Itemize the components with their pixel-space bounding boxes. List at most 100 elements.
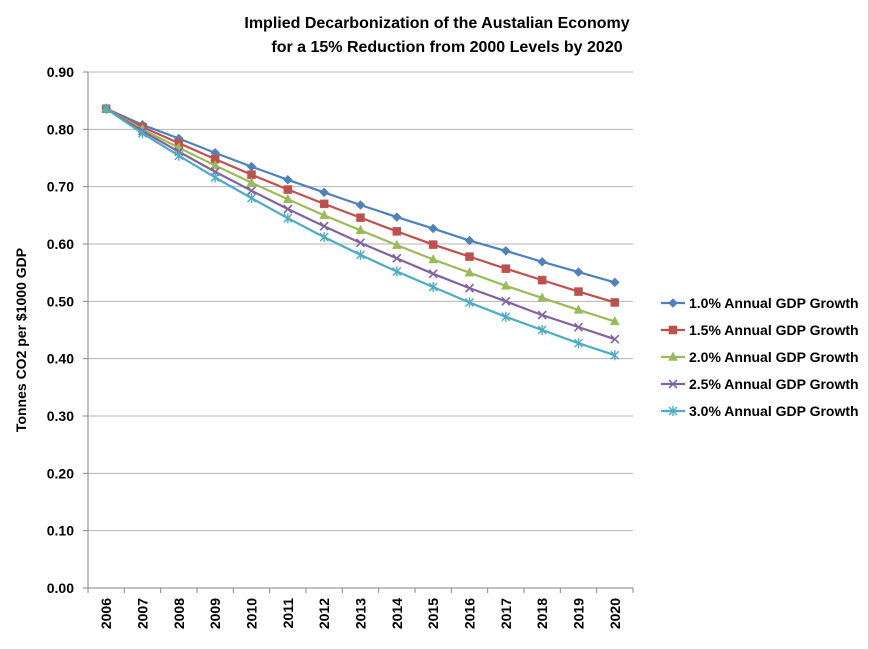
data-point	[609, 315, 620, 326]
data-point	[247, 193, 256, 204]
data-point	[464, 267, 475, 277]
series-lines	[101, 103, 620, 361]
data-point	[573, 267, 584, 277]
y-tick-label: 0.60	[47, 236, 74, 252]
data-point	[537, 275, 547, 285]
data-point	[210, 172, 220, 183]
data-point	[428, 269, 438, 279]
x-tick-label: 2019	[571, 598, 587, 629]
x-tick-label: 2017	[498, 598, 514, 629]
y-tick-label: 0.10	[47, 523, 74, 539]
data-point	[465, 252, 474, 261]
data-point	[210, 159, 221, 170]
legend-label: 3.0% Annual GDP Growth	[689, 403, 859, 419]
data-point	[428, 253, 439, 264]
data-point	[500, 246, 511, 256]
x-tick-label: 2007	[135, 598, 151, 629]
x-tick-label: 2010	[244, 598, 260, 629]
y-tick-label: 0.50	[47, 293, 74, 309]
data-point	[246, 186, 257, 196]
x-tick-labels: 2006 2007 2008 2009 2010 2011 2012 2013 2014 2015…	[98, 598, 623, 629]
x-tick-label: 2020	[607, 598, 623, 629]
data-point	[537, 292, 548, 302]
data-point	[246, 161, 257, 172]
data-point	[101, 103, 111, 114]
data-point	[391, 212, 402, 222]
data-point	[428, 282, 438, 292]
y-tick-label: 0.20	[47, 465, 74, 481]
series-4	[101, 104, 620, 344]
x-tick-label: 2015	[425, 598, 441, 629]
data-point	[356, 213, 365, 222]
legend-label: 2.0% Annual GDP Growth	[689, 349, 859, 365]
data-point	[537, 256, 548, 267]
legend-item-3: 2.0% Annual GDP Growth	[661, 349, 859, 365]
data-point	[573, 304, 584, 314]
data-point	[428, 240, 438, 249]
data-point	[319, 232, 329, 243]
data-point	[501, 296, 511, 306]
data-point	[355, 224, 366, 234]
axes	[83, 71, 634, 593]
x-tick-label: 2013	[353, 598, 369, 629]
data-point	[356, 249, 365, 260]
data-point	[537, 310, 547, 320]
legend-marker	[668, 298, 678, 308]
data-point	[610, 298, 620, 307]
legend-label: 1.0% Annual GDP Growth	[689, 295, 859, 311]
data-point	[392, 266, 402, 277]
data-point	[392, 253, 402, 263]
data-point	[392, 227, 402, 236]
data-point	[283, 185, 293, 194]
data-point	[246, 177, 257, 187]
x-tick-label: 2012	[316, 598, 332, 629]
legend-marker	[668, 325, 678, 335]
x-tick-label: 2008	[171, 598, 187, 629]
legend-item-2: 1.5% Annual GDP Growth	[661, 322, 859, 338]
y-tick-label: 0.40	[47, 351, 74, 367]
data-point	[319, 209, 330, 220]
y-tick-label: 0.30	[47, 408, 74, 424]
x-tick-label: 2014	[389, 598, 405, 629]
legend: 1.0% Annual GDP Growth 1.5% Annual GDP Gr…	[661, 295, 859, 419]
data-point	[391, 239, 402, 249]
x-tick-label: 2016	[462, 598, 478, 629]
y-tick-label: 0.70	[47, 179, 74, 195]
data-point	[428, 223, 439, 234]
x-tick-label: 2009	[207, 598, 223, 629]
data-point	[319, 221, 329, 231]
y-tick-label: 0.90	[47, 64, 74, 80]
legend-item-1: 1.0% Annual GDP Growth	[661, 295, 859, 311]
data-point	[464, 235, 475, 246]
legend-label: 2.5% Annual GDP Growth	[689, 376, 859, 392]
data-point	[282, 193, 293, 204]
x-tick-label: 2018	[534, 598, 550, 629]
series-5	[101, 103, 620, 361]
data-point	[319, 187, 330, 198]
data-point	[283, 213, 293, 224]
y-tick-label: 0.00	[47, 580, 74, 596]
data-point	[609, 277, 620, 288]
x-tick-label: 2011	[280, 598, 296, 629]
chart-title-line-2: for a 15% Reduction from 2000 Levels by …	[271, 39, 622, 56]
data-point	[283, 204, 293, 214]
data-point	[501, 311, 511, 322]
data-point	[138, 128, 147, 139]
series-2	[101, 104, 620, 307]
data-point	[610, 350, 620, 361]
data-point	[282, 174, 293, 185]
data-point	[537, 325, 547, 335]
data-point	[174, 150, 184, 161]
y-tick-labels: 0.00 0.10 0.20 0.30 0.40 0.50 0.60 0.70 0.80 0.90	[47, 64, 74, 596]
x-tick-label: 2006	[98, 598, 114, 629]
y-tick-label: 0.80	[47, 121, 74, 137]
legend-item-4: 2.5% Annual GDP Growth	[661, 376, 859, 392]
legend-marker	[668, 406, 678, 416]
y-axis-title: Tonnes CO2 per $1000 GDP	[13, 248, 29, 432]
data-point	[500, 280, 511, 290]
data-point	[573, 322, 584, 332]
data-point	[319, 199, 329, 209]
data-point	[465, 297, 474, 308]
